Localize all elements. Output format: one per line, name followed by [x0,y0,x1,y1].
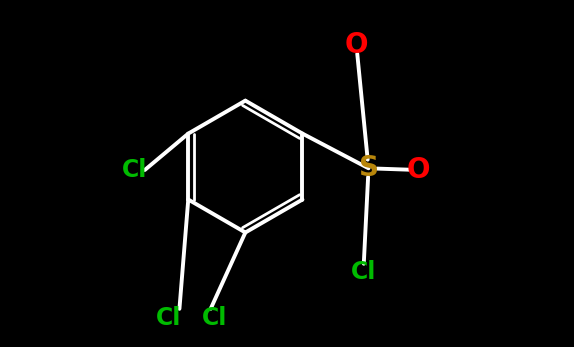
Text: Cl: Cl [201,305,227,330]
Text: S: S [359,154,378,182]
Text: Cl: Cl [156,305,182,330]
Text: O: O [407,156,430,184]
Text: O: O [344,31,368,59]
Text: Cl: Cl [351,260,376,285]
Text: Cl: Cl [122,158,147,182]
